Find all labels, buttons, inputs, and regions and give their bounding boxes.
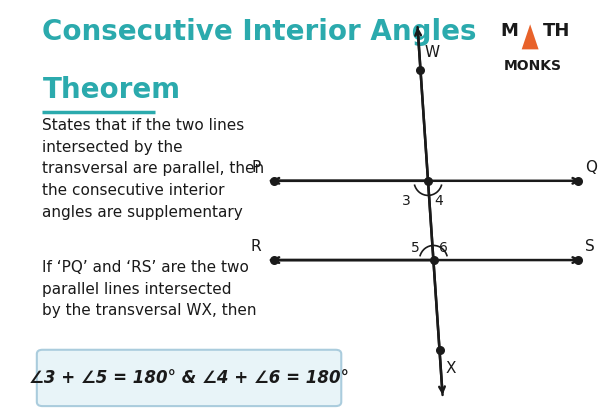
- Text: P: P: [252, 160, 261, 175]
- Text: 4: 4: [434, 194, 443, 208]
- Text: Q: Q: [585, 160, 597, 175]
- Text: If ‘PQ’ and ‘RS’ are the two
parallel lines intersected
by the transversal WX, t: If ‘PQ’ and ‘RS’ are the two parallel li…: [43, 260, 257, 318]
- Text: Theorem: Theorem: [43, 76, 181, 105]
- Point: [573, 177, 583, 184]
- Point: [435, 346, 445, 353]
- Text: S: S: [585, 239, 595, 254]
- Point: [269, 257, 278, 263]
- Text: M: M: [500, 22, 518, 40]
- Text: X: X: [445, 361, 456, 376]
- Text: R: R: [251, 239, 261, 254]
- Point: [429, 257, 439, 263]
- Text: States that if the two lines
intersected by the
transversal are parallel, then
t: States that if the two lines intersected…: [43, 118, 265, 220]
- Polygon shape: [521, 24, 539, 50]
- Point: [269, 177, 278, 184]
- Text: TH: TH: [543, 22, 571, 40]
- Text: 6: 6: [439, 241, 448, 255]
- Text: MONKS: MONKS: [504, 59, 562, 73]
- Text: W: W: [425, 45, 440, 60]
- Point: [423, 177, 433, 184]
- Text: Consecutive Interior Angles: Consecutive Interior Angles: [43, 18, 477, 46]
- Text: 5: 5: [411, 241, 420, 255]
- Point: [416, 67, 425, 74]
- FancyBboxPatch shape: [37, 350, 341, 406]
- Text: ∠3 + ∠5 = 180° & ∠4 + ∠6 = 180°: ∠3 + ∠5 = 180° & ∠4 + ∠6 = 180°: [29, 369, 349, 387]
- Point: [573, 257, 583, 263]
- Text: 3: 3: [402, 194, 411, 208]
